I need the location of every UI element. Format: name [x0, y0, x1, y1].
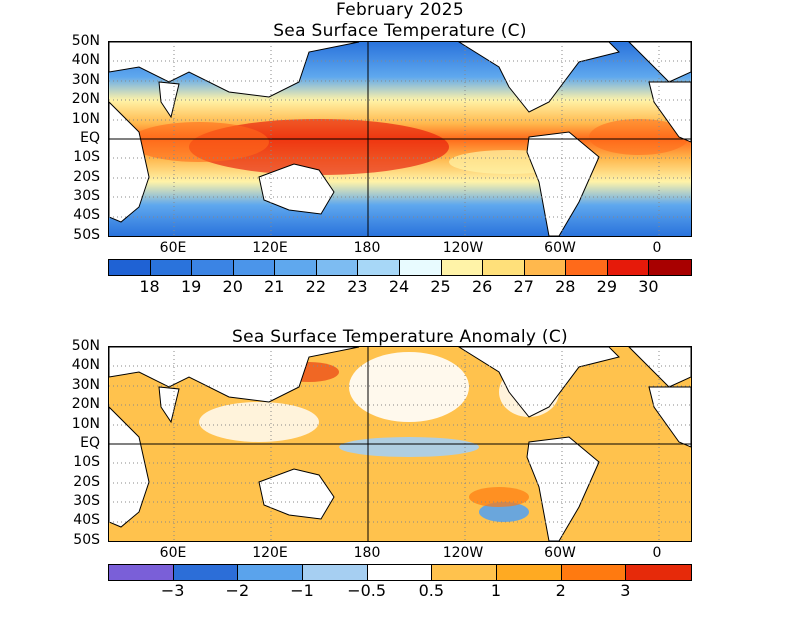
australia-landmass: [258, 468, 335, 520]
colorbar-label: 21: [264, 277, 285, 296]
colorbar-swatch: [233, 260, 276, 275]
colorbar-label: 24: [388, 277, 410, 296]
lon-label: 60E: [159, 545, 187, 561]
lat-label: 20S: [73, 474, 100, 490]
colorbar-label: 28: [555, 277, 576, 296]
lon-label: 180: [353, 240, 381, 256]
colorbar-label: 29: [596, 277, 618, 296]
europe-landmass: [628, 42, 691, 83]
colorbar-label: −0.5: [347, 581, 387, 600]
lat-label: 40N: [71, 357, 100, 373]
sst-colorbar: [108, 259, 692, 276]
colorbar-label: 18: [139, 277, 160, 296]
lat-label: 10S: [73, 454, 100, 470]
africa-landmass: [109, 406, 150, 528]
colorbar-label: 0.5: [418, 581, 445, 600]
sst-map: [108, 41, 692, 237]
lon-label: 0: [652, 240, 662, 256]
colorbar-swatch: [566, 260, 608, 275]
lat-label: EQ: [80, 435, 100, 451]
figure-title-1: February 2025: [336, 0, 464, 20]
lat-label: 10N: [71, 111, 100, 127]
gridlines: [109, 42, 691, 236]
colorbar-swatch: [367, 565, 433, 580]
lon-label: 120E: [252, 240, 288, 256]
colorbar-swatch: [192, 260, 234, 275]
lat-label: EQ: [80, 130, 100, 146]
colorbar-swatch: [441, 260, 484, 275]
asia-landmass: [109, 42, 360, 98]
colorbar-swatch: [275, 260, 317, 275]
colorbar-label: 2: [555, 581, 566, 600]
colorbar-swatch: [399, 260, 442, 275]
figure-title-2: Sea Surface Temperature (C): [273, 21, 527, 41]
colorbar-label: −2: [225, 581, 250, 600]
north-america-landmass: [458, 347, 620, 418]
lon-label: 180: [353, 545, 381, 561]
colorbar-label: 20: [222, 277, 243, 296]
colorbar-swatch: [524, 260, 567, 275]
colorbar-swatch: [607, 260, 650, 275]
lat-label: 10S: [73, 149, 100, 165]
colorbar-label: 26: [471, 277, 493, 296]
colorbar-label: 27: [513, 277, 534, 296]
australia-landmass: [258, 163, 335, 215]
lat-label: 40S: [73, 207, 100, 223]
lon-label: 120W: [442, 240, 484, 256]
colorbar-label: 3: [620, 581, 631, 600]
lon-label: 60W: [544, 240, 576, 256]
anomaly-map: [108, 346, 692, 542]
lat-label: 30S: [73, 188, 100, 204]
lat-label: 30N: [71, 72, 100, 88]
colorbar-swatch: [561, 565, 627, 580]
colorbar-label: 30: [638, 277, 659, 296]
colorbar-label: −1: [290, 581, 314, 600]
colorbar-label: 22: [305, 277, 327, 296]
lon-label: 120W: [442, 545, 484, 561]
lat-label: 20N: [71, 91, 100, 107]
anomaly-colorbar: [108, 564, 692, 581]
colorbar-swatch: [626, 565, 691, 580]
lat-label: 50S: [73, 227, 100, 243]
lat-label: 30N: [71, 377, 100, 393]
africa-landmass: [109, 101, 150, 223]
colorbar-label: −3: [160, 581, 185, 600]
colorbar-swatch: [483, 260, 525, 275]
lat-label: 50N: [71, 33, 100, 49]
north-america-landmass: [458, 42, 620, 113]
lat-label: 40N: [71, 52, 100, 68]
lon-label: 120E: [252, 545, 288, 561]
colorbar-swatch: [173, 565, 239, 580]
colorbar-label: 25: [430, 277, 451, 296]
lat-label: 50N: [71, 338, 100, 354]
lat-label: 40S: [73, 512, 100, 528]
asia-landmass: [109, 347, 360, 403]
colorbar-label: 19: [180, 277, 202, 296]
gridlines: [109, 347, 691, 541]
lat-label: 20N: [71, 396, 100, 412]
lat-label: 30S: [73, 493, 100, 509]
colorbar-swatch: [358, 260, 400, 275]
colorbar-swatch: [496, 565, 562, 580]
colorbar-swatch: [150, 260, 193, 275]
lat-label: 10N: [71, 416, 100, 432]
colorbar-swatch: [649, 260, 691, 275]
anomaly-title: Sea Surface Temperature Anomaly (C): [232, 327, 568, 347]
colorbar-swatch: [302, 565, 368, 580]
colorbar-swatch: [109, 260, 151, 275]
colorbar-swatch: [238, 565, 303, 580]
colorbar-label: 1: [490, 581, 502, 600]
europe-landmass: [628, 347, 691, 388]
colorbar-label: 23: [347, 277, 368, 296]
colorbar-swatch: [432, 565, 497, 580]
colorbar-swatch: [316, 260, 359, 275]
lon-label: 60E: [159, 240, 187, 256]
lat-label: 20S: [73, 169, 100, 185]
colorbar-swatch: [109, 565, 174, 580]
lon-label: 60W: [544, 545, 576, 561]
lat-label: 50S: [73, 532, 100, 548]
lon-label: 0: [652, 545, 662, 561]
